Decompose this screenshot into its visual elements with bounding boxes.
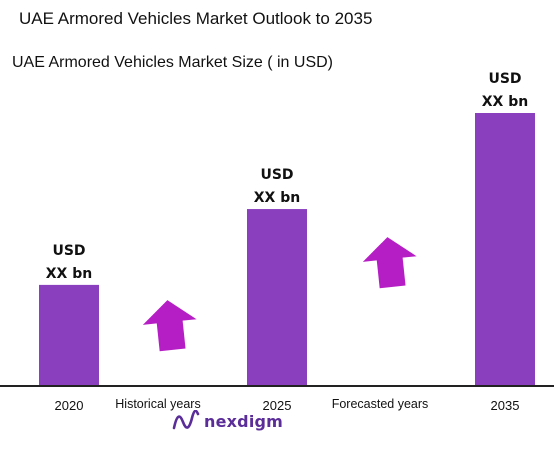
period-label-historical: Historical years xyxy=(115,397,200,411)
bar-2025 xyxy=(247,209,307,386)
period-label-forecasted: Forecasted years xyxy=(332,397,429,411)
data-label-2020-line2: XX bn xyxy=(46,266,92,282)
nexdigm-wave-icon xyxy=(172,410,200,430)
chart-title: UAE Armored Vehicles Market Size ( in US… xyxy=(12,54,333,71)
data-label-2035-line2: XX bn xyxy=(482,94,528,110)
bar-2020 xyxy=(39,284,99,386)
page-title: UAE Armored Vehicles Market Outlook to 2… xyxy=(19,9,373,28)
data-label-2025-line2: XX bn xyxy=(254,190,300,206)
data-label-2025-line1: USD xyxy=(260,167,293,183)
category-label-2035: 2035 xyxy=(491,398,520,413)
growth-arrow-icon-2 xyxy=(362,237,417,289)
bar-2035 xyxy=(475,113,535,386)
nexdigm-logo: nexdigm xyxy=(172,410,283,432)
data-label-2020-line1: USD xyxy=(52,243,85,259)
category-label-2020: 2020 xyxy=(55,398,84,413)
logo-text: nexdigm xyxy=(204,411,284,431)
growth-arrow-icon-1 xyxy=(142,300,197,352)
category-label-2025: 2025 xyxy=(263,398,292,413)
data-label-2035-line1: USD xyxy=(488,71,521,87)
